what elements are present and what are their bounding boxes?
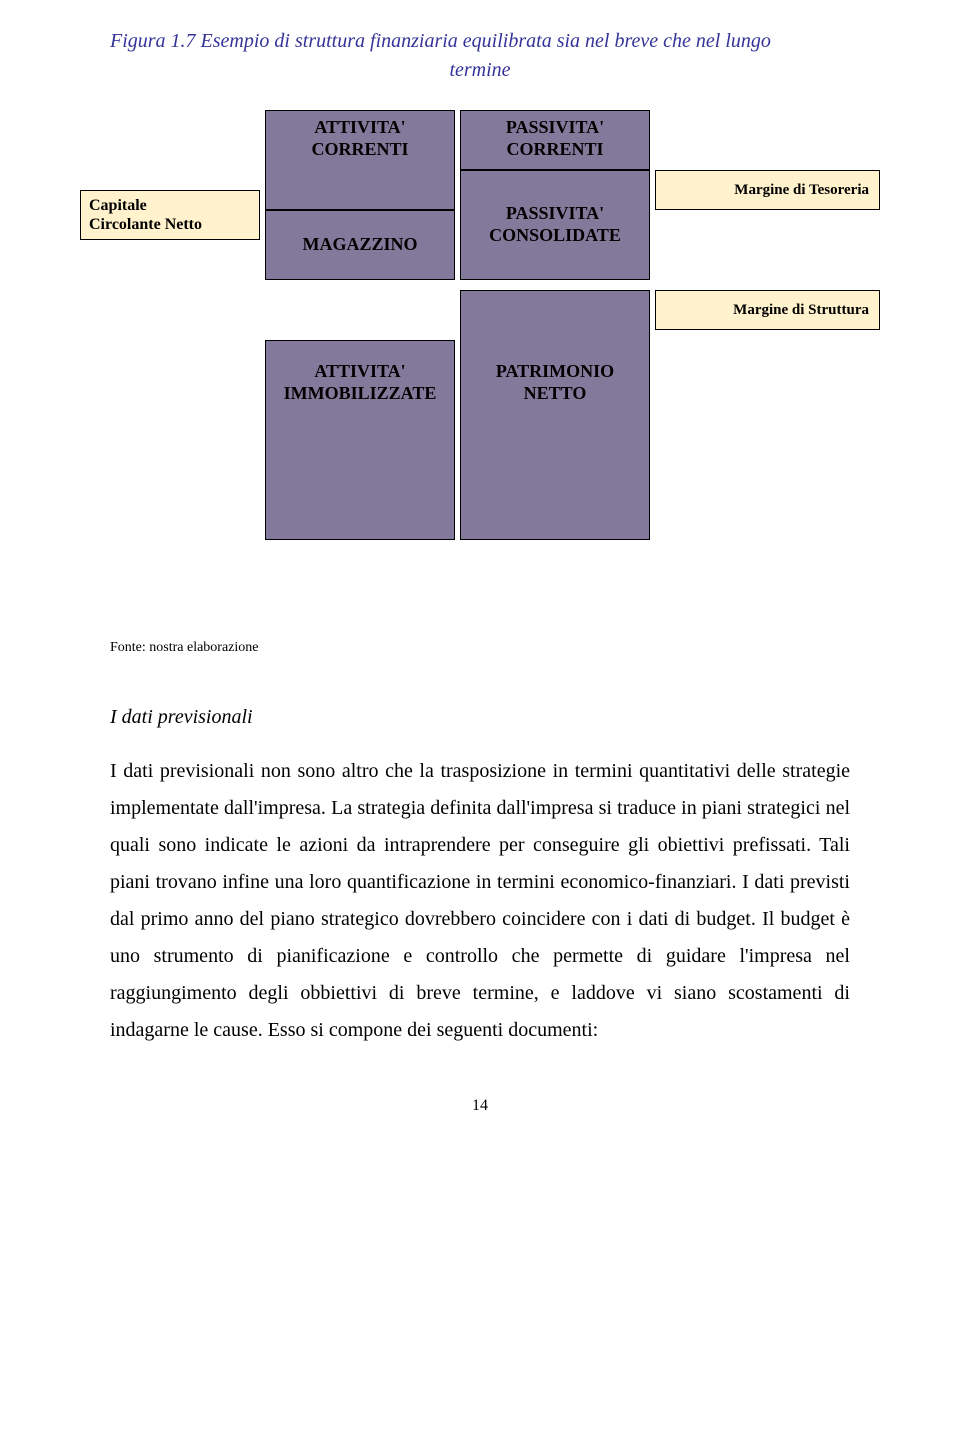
structure-diagram: Capitale Circolante Netto ATTIVITA' CORR… [110,110,850,610]
box-margine-struttura: Margine di Struttura [655,290,880,330]
label-margine-tesoreria: Margine di Tesoreria [734,181,869,199]
box-patrimonio-netto: PATRIMONIO NETTO [460,290,650,540]
figure-source: Fonte: nostra elaborazione [110,640,850,656]
box-passivita-consolidate: PASSIVITA' CONSOLIDATE [460,170,650,280]
figure-title-tail: termine [110,59,850,82]
label-patrimonio-netto: PATRIMONIO NETTO [496,361,614,404]
label-margine-struttura: Margine di Struttura [733,301,869,319]
box-attivita-correnti: ATTIVITA' CORRENTI [265,110,455,210]
label-passivita-correnti: PASSIVITA' CORRENTI [506,117,604,160]
label-attivita-immobilizzate: ATTIVITA' IMMOBILIZZATE [284,361,437,404]
box-attivita-immobilizzate: ATTIVITA' IMMOBILIZZATE [265,340,455,540]
page-number: 14 [110,1097,850,1115]
label-passivita-consolidate: PASSIVITA' CONSOLIDATE [489,203,621,246]
label-attivita-correnti: ATTIVITA' CORRENTI [311,117,408,160]
body-paragraph: I dati previsionali non sono altro che l… [110,753,850,1049]
box-margine-tesoreria: Margine di Tesoreria [655,170,880,210]
box-capitale-circolante: Capitale Circolante Netto [80,190,260,240]
section-heading: I dati previsionali [110,706,850,729]
label-magazzino: MAGAZZINO [302,234,417,256]
box-passivita-correnti: PASSIVITA' CORRENTI [460,110,650,170]
figure-title: Figura 1.7 Esempio di struttura finanzia… [110,30,850,53]
box-magazzino: MAGAZZINO [265,210,455,280]
